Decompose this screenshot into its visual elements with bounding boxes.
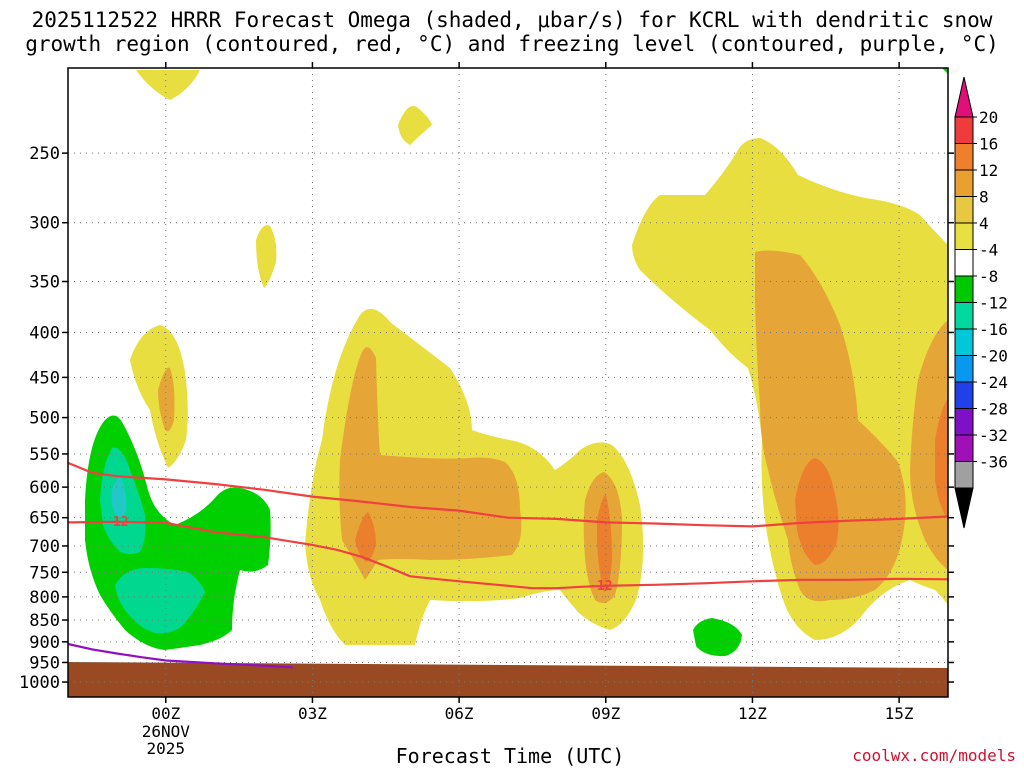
colorbar-label: 4 (979, 214, 989, 233)
colorbar-label: -24 (979, 373, 1008, 392)
omega-fill-region (158, 367, 175, 432)
x-tick-sublabel: 2025 (147, 739, 186, 758)
colorbar-swatch (954, 275, 974, 303)
colorbar-swatch (954, 328, 974, 356)
omega-fill-region (693, 618, 742, 657)
y-tick-label: 400 (29, 323, 60, 343)
colorbar-swatch (954, 408, 974, 436)
omega-fill-region (942, 68, 948, 74)
y-tick-label: 950 (29, 653, 60, 673)
omega-fill-region (256, 225, 277, 288)
omega-fill-region (115, 568, 205, 634)
x-tick-label: 03Z (298, 704, 327, 723)
contour-lines (67, 461, 949, 669)
x-tick-label: 00Z (151, 704, 180, 723)
contour-labels: -12 -12 (105, 515, 612, 594)
contour-freezing_level (67, 642, 293, 669)
colorbar-swatch (954, 355, 974, 383)
omega-fill-region (755, 250, 906, 602)
colorbar-swatch (954, 302, 974, 330)
colorbar-swatch (954, 381, 974, 409)
colorbar-swatch (954, 169, 974, 197)
ground-fill (68, 662, 948, 697)
chart-title-line2: growth region (contoured, red, °C) and f… (25, 32, 999, 56)
y-tick-label: 850 (29, 611, 60, 631)
colorbar-label: 8 (979, 188, 989, 207)
colorbar-swatch (954, 196, 974, 224)
colorbar-label: -8 (979, 267, 998, 286)
contour-label: -12 (589, 579, 612, 594)
chart-title: 2025112522 HRRR Forecast Omega (shaded, … (31, 8, 993, 32)
colorbar-label: 20 (979, 108, 998, 127)
y-tick-label: 600 (29, 478, 60, 498)
site-credit: coolwx.com/models (852, 746, 1016, 765)
omega-fill-region (910, 320, 948, 570)
x-tick-label: 06Z (445, 704, 474, 723)
colorbar: 20 16 12 8 4 -4 -8 -12 -16 -20 -24 -28 -32 -36 (954, 76, 1008, 529)
x-tick-label: 09Z (591, 704, 620, 723)
colorbar-swatch (954, 434, 974, 462)
colorbar-label: 16 (979, 135, 998, 154)
colorbar-label: -16 (979, 320, 1008, 339)
colorbar-label: -12 (979, 294, 1008, 313)
colorbar-label: -28 (979, 400, 1008, 419)
omega-fill-region (935, 398, 948, 520)
colorbar-swatch (954, 143, 974, 171)
omega-fill-region (339, 347, 522, 580)
omega-shading (85, 68, 948, 657)
colorbar-swatch (954, 116, 974, 144)
omega-fill-region (597, 495, 612, 592)
omega-fill-region (355, 512, 376, 562)
colorbar-swatch (954, 461, 974, 489)
ground-layer (68, 662, 948, 697)
y-axis: 2503003504004505005506006507007508008509… (19, 144, 954, 693)
y-tick-label: 550 (29, 445, 60, 465)
y-tick-label: 700 (29, 537, 60, 557)
colorbar-label: 12 (979, 161, 998, 180)
contour-dgz_top_-12 (67, 461, 949, 528)
colorbar-label: -20 (979, 347, 1008, 366)
x-tick-sublabel: 26NOV (142, 722, 191, 741)
contour-dgz_bottom_-12 (67, 520, 949, 590)
y-tick-label: 450 (29, 368, 60, 388)
colorbar-swatch (954, 249, 974, 277)
colorbar-bottom-arrow (954, 487, 974, 529)
y-tick-label: 500 (29, 409, 60, 429)
y-tick-label: 350 (29, 273, 60, 293)
contour-label: -12 (105, 515, 128, 530)
omega-fill-region (136, 70, 200, 100)
y-tick-label: 300 (29, 214, 60, 234)
colorbar-top-arrow (954, 76, 974, 118)
y-tick-label: 1000 (19, 673, 60, 693)
omega-fill-region (795, 458, 839, 565)
colorbar-label: -36 (979, 453, 1008, 472)
omega-fill-region (398, 106, 432, 145)
y-tick-label: 800 (29, 588, 60, 608)
y-tick-label: 650 (29, 509, 60, 529)
y-tick-label: 750 (29, 563, 60, 583)
x-tick-label: 12Z (738, 704, 767, 723)
y-tick-label: 900 (29, 633, 60, 653)
colorbar-swatch (954, 222, 974, 250)
x-axis-title: Forecast Time (UTC) (395, 744, 625, 768)
y-tick-label: 250 (29, 144, 60, 164)
plot-frame (67, 67, 949, 698)
colorbar-label: -4 (979, 241, 998, 260)
x-tick-label: 15Z (885, 704, 914, 723)
colorbar-label: -32 (979, 426, 1008, 445)
